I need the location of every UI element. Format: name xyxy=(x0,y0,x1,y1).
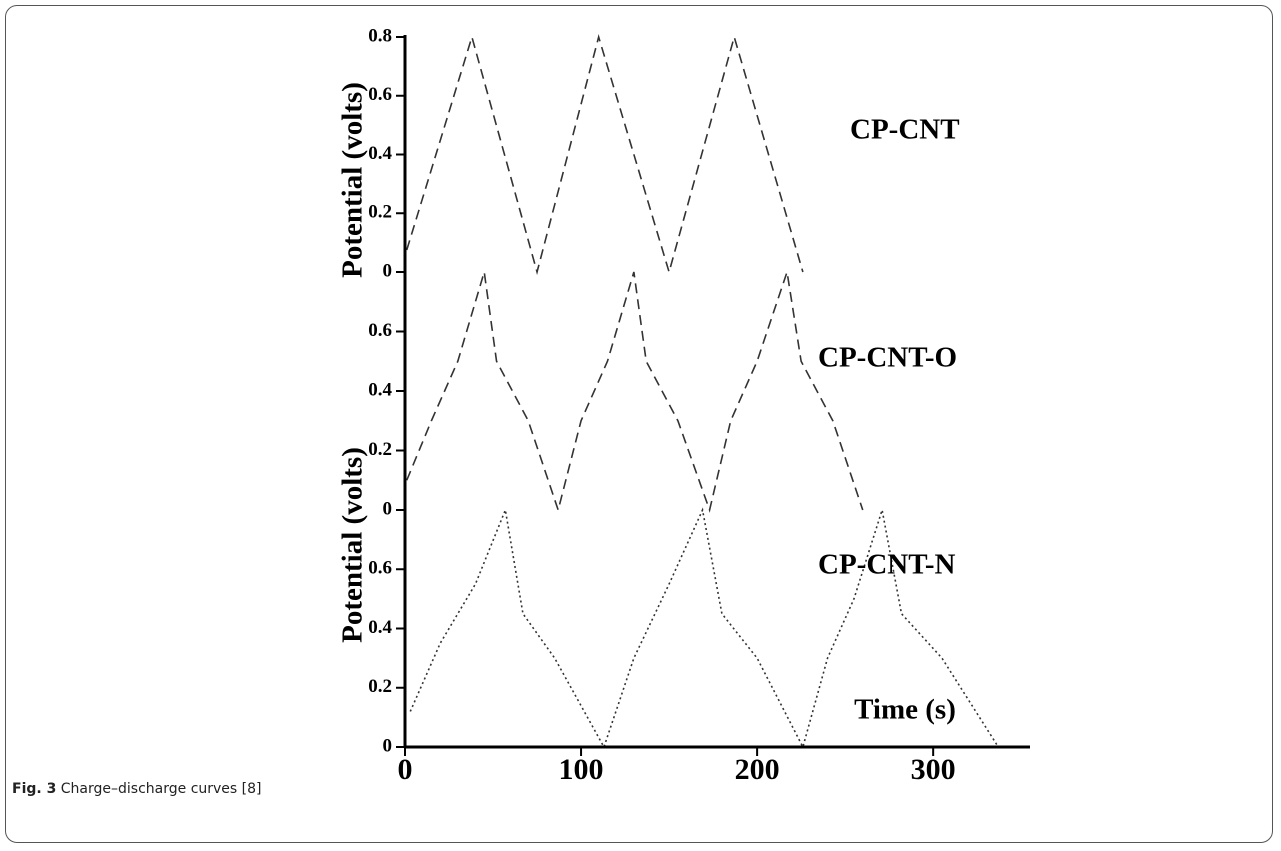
caption: Fig. 3 Charge–discharge curves [8] xyxy=(12,781,262,797)
y-tick-label: 0 xyxy=(383,735,393,756)
caption-text: Charge–discharge curves [8] xyxy=(60,781,262,797)
series-label: CP-CNT-O xyxy=(818,342,957,374)
y-tick-label: 0.6 xyxy=(368,84,392,105)
y-tick-label: 0.4 xyxy=(368,379,392,400)
x-tick-label: 200 xyxy=(735,753,780,780)
y-tick-label: 0.2 xyxy=(368,676,392,697)
chart: 0 0.2 0.4 0.6 0.8 Potential (volts) CP-CNT 0 0.2… xyxy=(337,25,1030,780)
series-line xyxy=(406,271,864,513)
caption-label: Fig. 3 xyxy=(12,781,57,797)
y-tick-label: 0 xyxy=(383,498,393,519)
y-tick-label: 0.6 xyxy=(368,558,392,579)
x-tick-label: 100 xyxy=(559,753,604,780)
series-label: CP-CNT xyxy=(850,114,960,146)
y-tick-label: 0.4 xyxy=(368,617,392,638)
y-tick-label: 0.2 xyxy=(368,202,392,223)
series-label: CP-CNT-N xyxy=(818,549,956,581)
series-line xyxy=(405,34,804,276)
x-axis-label: Time (s) xyxy=(854,694,956,726)
y-tick-label: 0.2 xyxy=(368,439,392,460)
x-tick-label: 0 xyxy=(398,753,413,780)
x-tick-label: 300 xyxy=(911,753,956,780)
y-tick-label: 0.8 xyxy=(368,25,392,46)
figure-frame xyxy=(5,5,1273,843)
y-axis-label: Potential (volts) xyxy=(337,82,369,278)
y-tick-label: 0.6 xyxy=(368,320,392,341)
y-axis-label: Potential (volts) xyxy=(337,447,369,643)
y-tick-label: 0.4 xyxy=(368,143,392,164)
series-line xyxy=(409,507,999,750)
y-tick-label: 0 xyxy=(383,260,393,281)
